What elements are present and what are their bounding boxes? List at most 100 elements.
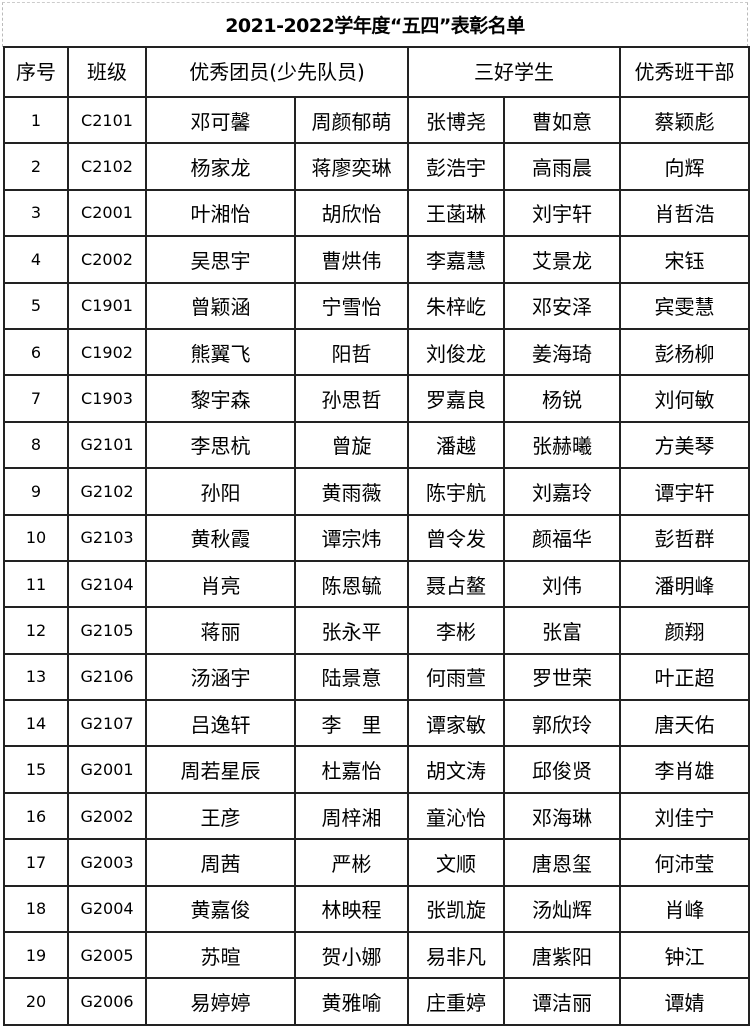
excellent-member-cell: 吴思宇 bbox=[145, 235, 296, 284]
excellent-cadre-cell: 肖峰 bbox=[619, 884, 750, 934]
three-good-student-cell: 庄重婷 bbox=[407, 977, 506, 1026]
index-cell: 11 bbox=[3, 559, 69, 609]
three-good-student-cell: 张博尧 bbox=[407, 95, 506, 145]
class-cell: G2103 bbox=[67, 513, 147, 562]
three-good-student-cell: 郭欣玲 bbox=[503, 699, 622, 748]
excellent-member-cell: 邓可馨 bbox=[145, 95, 296, 145]
three-good-student-cell: 文顺 bbox=[407, 838, 506, 887]
three-good-student-cell: 刘俊龙 bbox=[407, 327, 506, 377]
class-cell: C1901 bbox=[67, 281, 147, 330]
three-good-student-cell: 潘越 bbox=[407, 420, 506, 470]
three-good-student-cell: 邓安泽 bbox=[503, 281, 622, 330]
class-cell: C2001 bbox=[67, 188, 147, 238]
three-good-student-cell: 张赫曦 bbox=[503, 420, 622, 470]
excellent-cadre-cell: 钟江 bbox=[619, 931, 750, 980]
excellent-cadre-cell: 彭哲群 bbox=[619, 513, 750, 562]
excellent-member-cell: 严彬 bbox=[293, 838, 410, 887]
class-cell: G2107 bbox=[67, 699, 147, 748]
excellent-member-cell: 曾旋 bbox=[293, 420, 410, 470]
index-cell: 20 bbox=[3, 977, 69, 1026]
table-row: 12 G2105 蒋丽 张永平 李彬 张富 颜翔 bbox=[3, 606, 750, 655]
table-row: 17 G2003 周茜 严彬 文顺 唐恩玺 何沛莹 bbox=[3, 838, 750, 887]
index-cell: 15 bbox=[3, 745, 69, 794]
excellent-cadre-cell: 向辉 bbox=[619, 142, 750, 191]
three-good-student-cell: 颜福华 bbox=[503, 513, 622, 562]
class-cell: G2101 bbox=[67, 420, 147, 470]
three-good-student-cell: 李彬 bbox=[407, 606, 506, 655]
three-good-student-cell: 易非凡 bbox=[407, 931, 506, 980]
excellent-member-cell: 张永平 bbox=[293, 606, 410, 655]
three-good-student-cell: 谭洁丽 bbox=[503, 977, 622, 1026]
excellent-cadre-cell: 颜翔 bbox=[619, 606, 750, 655]
index-cell: 17 bbox=[3, 838, 69, 887]
table-row: 15 G2001 周若星辰 杜嘉怡 胡文涛 邱俊贤 李肖雄 bbox=[3, 745, 750, 794]
document-title: 2021-2022学年度“五四”表彰名单 bbox=[225, 15, 525, 37]
three-good-student-cell: 艾景龙 bbox=[503, 235, 622, 284]
excellent-member-cell: 曾颖涵 bbox=[145, 281, 296, 330]
excellent-member-cell: 周梓湘 bbox=[293, 791, 410, 841]
excellent-cadre-cell: 蔡颖彪 bbox=[619, 95, 750, 145]
three-good-student-cell: 唐恩玺 bbox=[503, 838, 622, 887]
excellent-cadre-cell: 方美琴 bbox=[619, 420, 750, 470]
class-cell: G2104 bbox=[67, 559, 147, 609]
table-row: 13 G2106 汤涵宇 陆景意 何雨萱 罗世荣 叶正超 bbox=[3, 652, 750, 702]
three-good-student-cell: 高雨晨 bbox=[503, 142, 622, 191]
index-cell: 6 bbox=[3, 327, 69, 377]
three-good-student-cell: 曹如意 bbox=[503, 95, 622, 145]
three-good-student-cell: 邓海琳 bbox=[503, 791, 622, 841]
excellent-member-cell: 苏暄 bbox=[145, 931, 296, 980]
three-good-student-cell: 刘嘉玲 bbox=[503, 467, 622, 516]
index-cell: 8 bbox=[3, 420, 69, 470]
excellent-member-cell: 曹烘伟 bbox=[293, 235, 410, 284]
three-good-student-cell: 胡文涛 bbox=[407, 745, 506, 794]
excellent-member-cell: 宁雪怡 bbox=[293, 281, 410, 330]
excellent-cadre-cell: 何沛莹 bbox=[619, 838, 750, 887]
table-row: 8 G2101 李思杭 曾旋 潘越 张赫曦 方美琴 bbox=[3, 420, 750, 470]
excellent-member-cell: 吕逸轩 bbox=[145, 699, 296, 748]
index-cell: 2 bbox=[3, 142, 69, 191]
header-excellent-cadre: 优秀班干部 bbox=[619, 46, 750, 98]
excellent-member-cell: 汤涵宇 bbox=[145, 652, 296, 702]
three-good-student-cell: 唐紫阳 bbox=[503, 931, 622, 980]
excellent-member-cell: 肖亮 bbox=[145, 559, 296, 609]
three-good-student-cell: 谭家敏 bbox=[407, 699, 506, 748]
excellent-member-cell: 贺小娜 bbox=[293, 931, 410, 980]
excellent-member-cell: 周若星辰 bbox=[145, 745, 296, 794]
excellent-member-cell: 李 里 bbox=[293, 699, 410, 748]
table-row: 4 C2002 吴思宇 曹烘伟 李嘉慧 艾景龙 宋钰 bbox=[3, 235, 750, 284]
index-cell: 4 bbox=[3, 235, 69, 284]
excellent-member-cell: 蒋廖奕琳 bbox=[293, 142, 410, 191]
excellent-cadre-cell: 宋钰 bbox=[619, 235, 750, 284]
excellent-member-cell: 周茜 bbox=[145, 838, 296, 887]
excellent-member-cell: 孙思哲 bbox=[293, 374, 410, 423]
excellent-cadre-cell: 肖哲浩 bbox=[619, 188, 750, 238]
three-good-student-cell: 姜海琦 bbox=[503, 327, 622, 377]
excellent-member-cell: 胡欣怡 bbox=[293, 188, 410, 238]
excellent-member-cell: 黄嘉俊 bbox=[145, 884, 296, 934]
index-cell: 5 bbox=[3, 281, 69, 330]
class-cell: C1902 bbox=[67, 327, 147, 377]
excellent-member-cell: 杜嘉怡 bbox=[293, 745, 410, 794]
three-good-student-cell: 罗嘉良 bbox=[407, 374, 506, 423]
table-row: 18 G2004 黄嘉俊 林映程 张凯旋 汤灿辉 肖峰 bbox=[3, 884, 750, 934]
three-good-student-cell: 童沁怡 bbox=[407, 791, 506, 841]
excellent-member-cell: 阳哲 bbox=[293, 327, 410, 377]
class-cell: G2102 bbox=[67, 467, 147, 516]
class-cell: G2004 bbox=[67, 884, 147, 934]
excellent-cadre-cell: 唐天佑 bbox=[619, 699, 750, 748]
table-row: 14 G2107 吕逸轩李 里谭家敏 郭欣玲 唐天佑 bbox=[3, 699, 750, 748]
class-cell: G2002 bbox=[67, 791, 147, 841]
index-cell: 12 bbox=[3, 606, 69, 655]
excellent-member-cell: 孙阳 bbox=[145, 467, 296, 516]
three-good-student-cell: 李嘉慧 bbox=[407, 235, 506, 284]
excellent-member-cell: 陆景意 bbox=[293, 652, 410, 702]
three-good-student-cell: 罗世荣 bbox=[503, 652, 622, 702]
excellent-member-cell: 周颜郁萌 bbox=[293, 95, 410, 145]
table-row: 3 C2001 叶湘怡 胡欣怡 王菡琳 刘宇轩 肖哲浩 bbox=[3, 188, 750, 238]
class-cell: C1903 bbox=[67, 374, 147, 423]
three-good-student-cell: 陈宇航 bbox=[407, 467, 506, 516]
three-good-student-cell: 朱梓屹 bbox=[407, 281, 506, 330]
excellent-cadre-cell: 叶正超 bbox=[619, 652, 750, 702]
three-good-student-cell: 王菡琳 bbox=[407, 188, 506, 238]
excellent-member-cell: 黄雨薇 bbox=[293, 467, 410, 516]
